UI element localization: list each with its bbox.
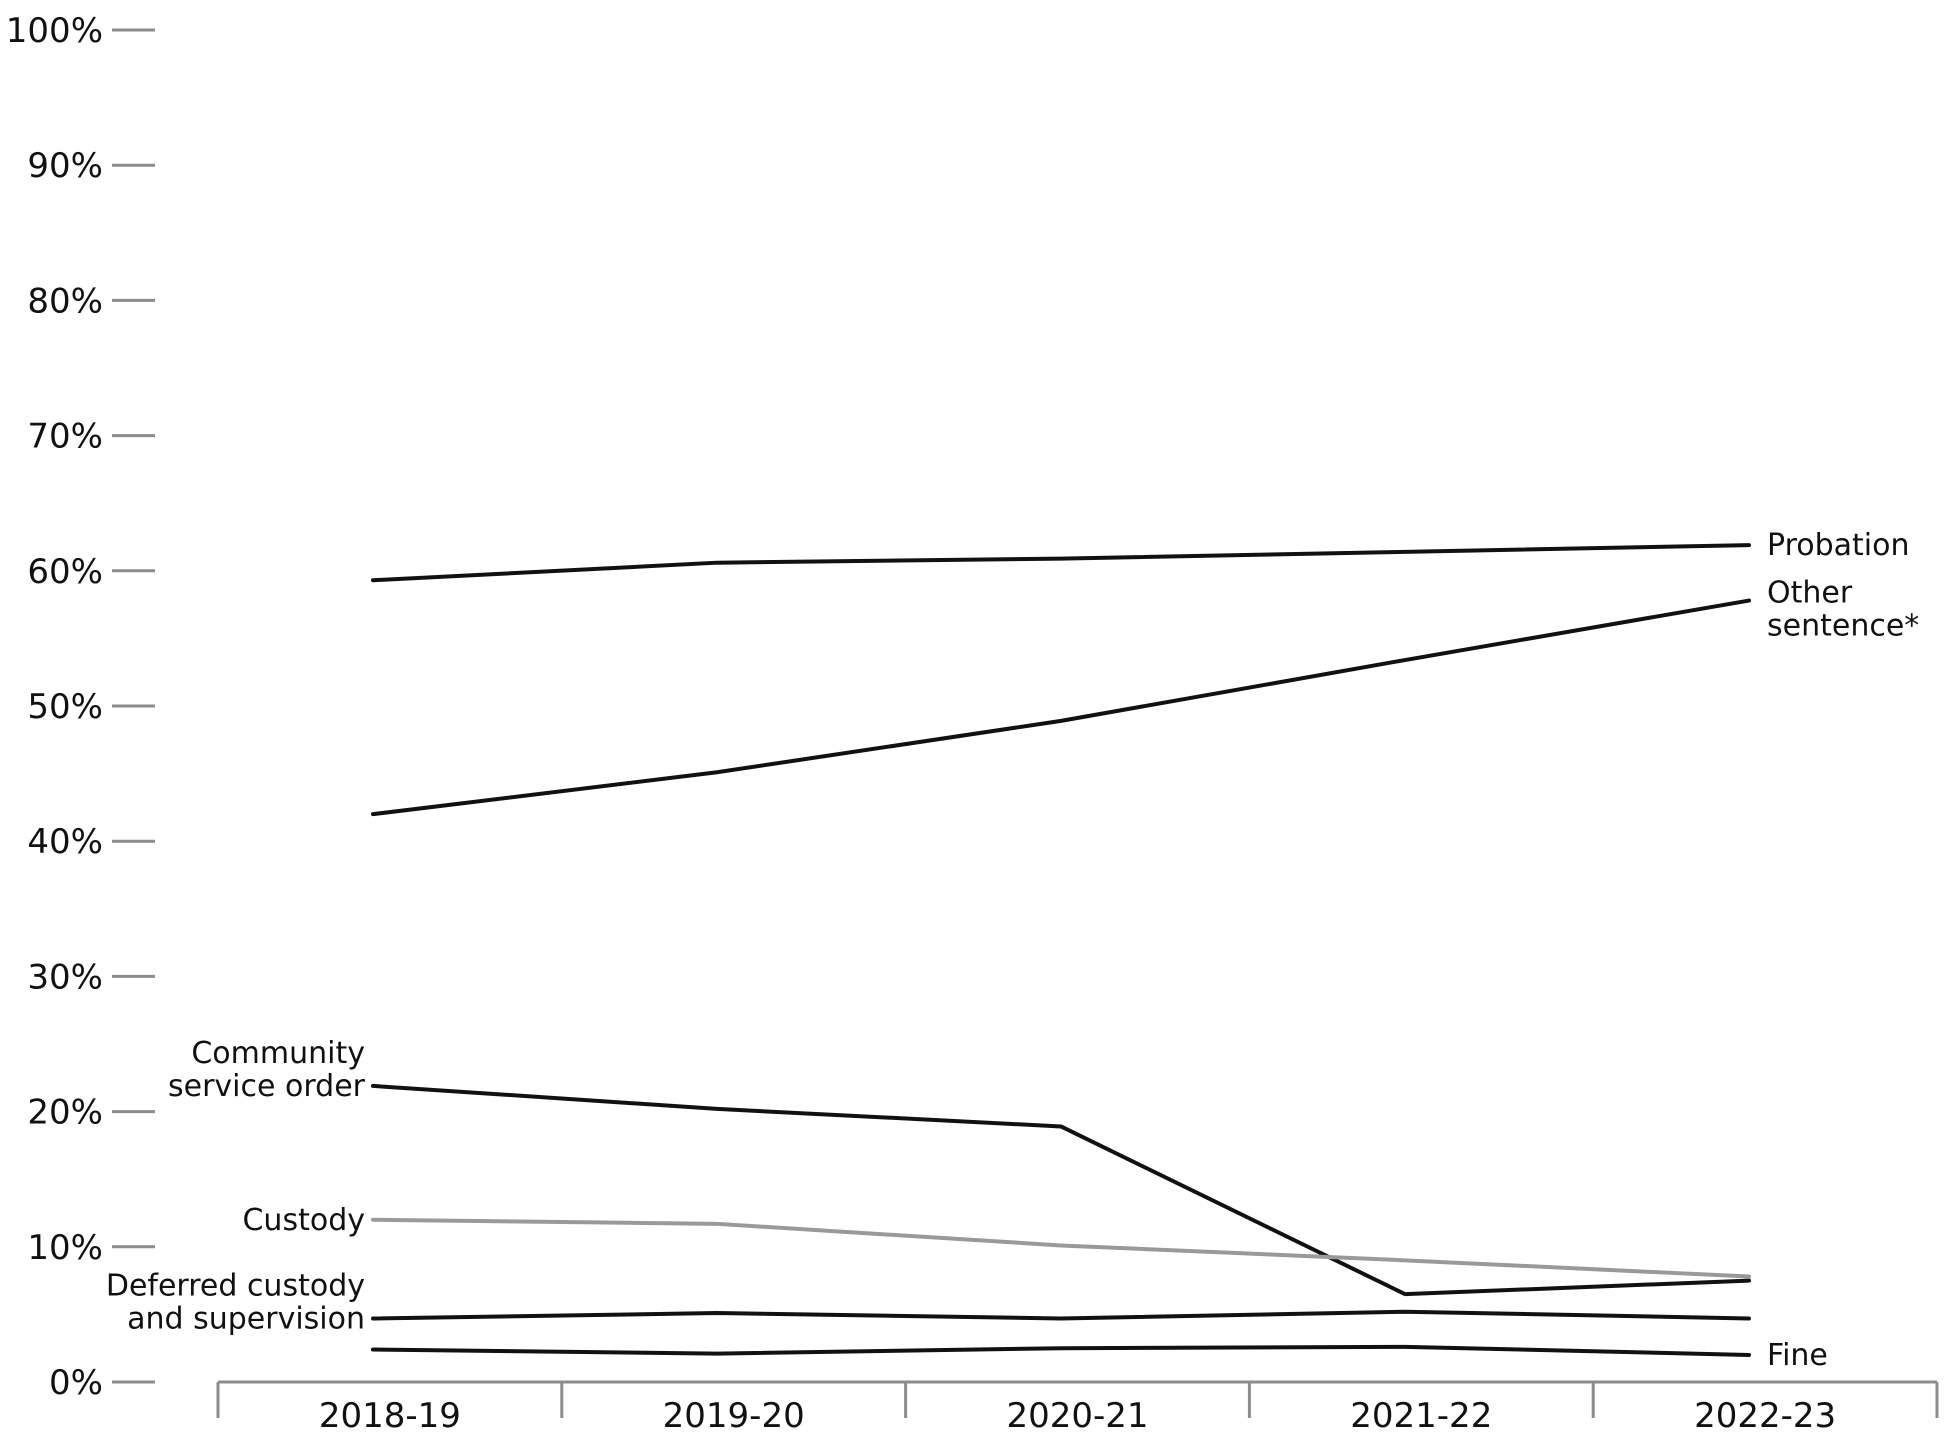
series-label-other-sentence: Other bbox=[1767, 576, 1853, 611]
series-label-custody: Custody bbox=[242, 1203, 365, 1238]
series-label-fine: Fine bbox=[1767, 1338, 1828, 1373]
y-tick-label: 40% bbox=[27, 822, 103, 862]
y-tick-label: 50% bbox=[27, 687, 103, 727]
series-label-deferred-custody-and-supervision: and supervision bbox=[127, 1301, 365, 1336]
y-tick-label: 0% bbox=[49, 1363, 103, 1403]
x-tick-label: 2019-20 bbox=[663, 1396, 805, 1434]
series-lines bbox=[371, 543, 1751, 1357]
y-tick-label: 70% bbox=[27, 417, 103, 457]
x-axis: 2018-19 2019-20 2020-21 2021-22 2022-23 bbox=[216, 1380, 1939, 1436]
y-tick-label: 80% bbox=[27, 281, 103, 321]
series-label-other-sentence: sentence* bbox=[1767, 609, 1919, 644]
y-tick-label: 60% bbox=[27, 552, 103, 592]
series-label-community-service-order: Community bbox=[191, 1036, 365, 1071]
series-line-deferred-custody-and-supervision bbox=[371, 1309, 1751, 1321]
series-line-custody bbox=[371, 1217, 1751, 1279]
series-line-other-sentence bbox=[371, 598, 1751, 817]
series-line-fine bbox=[371, 1344, 1751, 1357]
y-axis: 0% 10% 20% 30% 40% 50% 60% 70% 80% 90% 100% bbox=[6, 11, 155, 1403]
y-tick-label: 90% bbox=[27, 146, 103, 186]
y-tick-label: 30% bbox=[27, 957, 103, 997]
series-label-community-service-order: service order bbox=[168, 1069, 366, 1104]
series-line-probation bbox=[371, 543, 1751, 583]
x-tick-label: 2022-23 bbox=[1694, 1396, 1836, 1434]
y-tick-label: 100% bbox=[6, 11, 103, 51]
series-label-probation: Probation bbox=[1767, 528, 1910, 563]
series-label-deferred-custody-and-supervision: Deferred custody bbox=[106, 1268, 365, 1303]
x-tick-label: 2018-19 bbox=[319, 1396, 461, 1434]
x-tick-label: 2021-22 bbox=[1350, 1396, 1492, 1434]
y-tick-label: 10% bbox=[27, 1228, 103, 1268]
x-tick-label: 2020-21 bbox=[1006, 1396, 1148, 1434]
y-tick-label: 20% bbox=[27, 1093, 103, 1133]
series-line-community-service-order bbox=[371, 1083, 1751, 1297]
